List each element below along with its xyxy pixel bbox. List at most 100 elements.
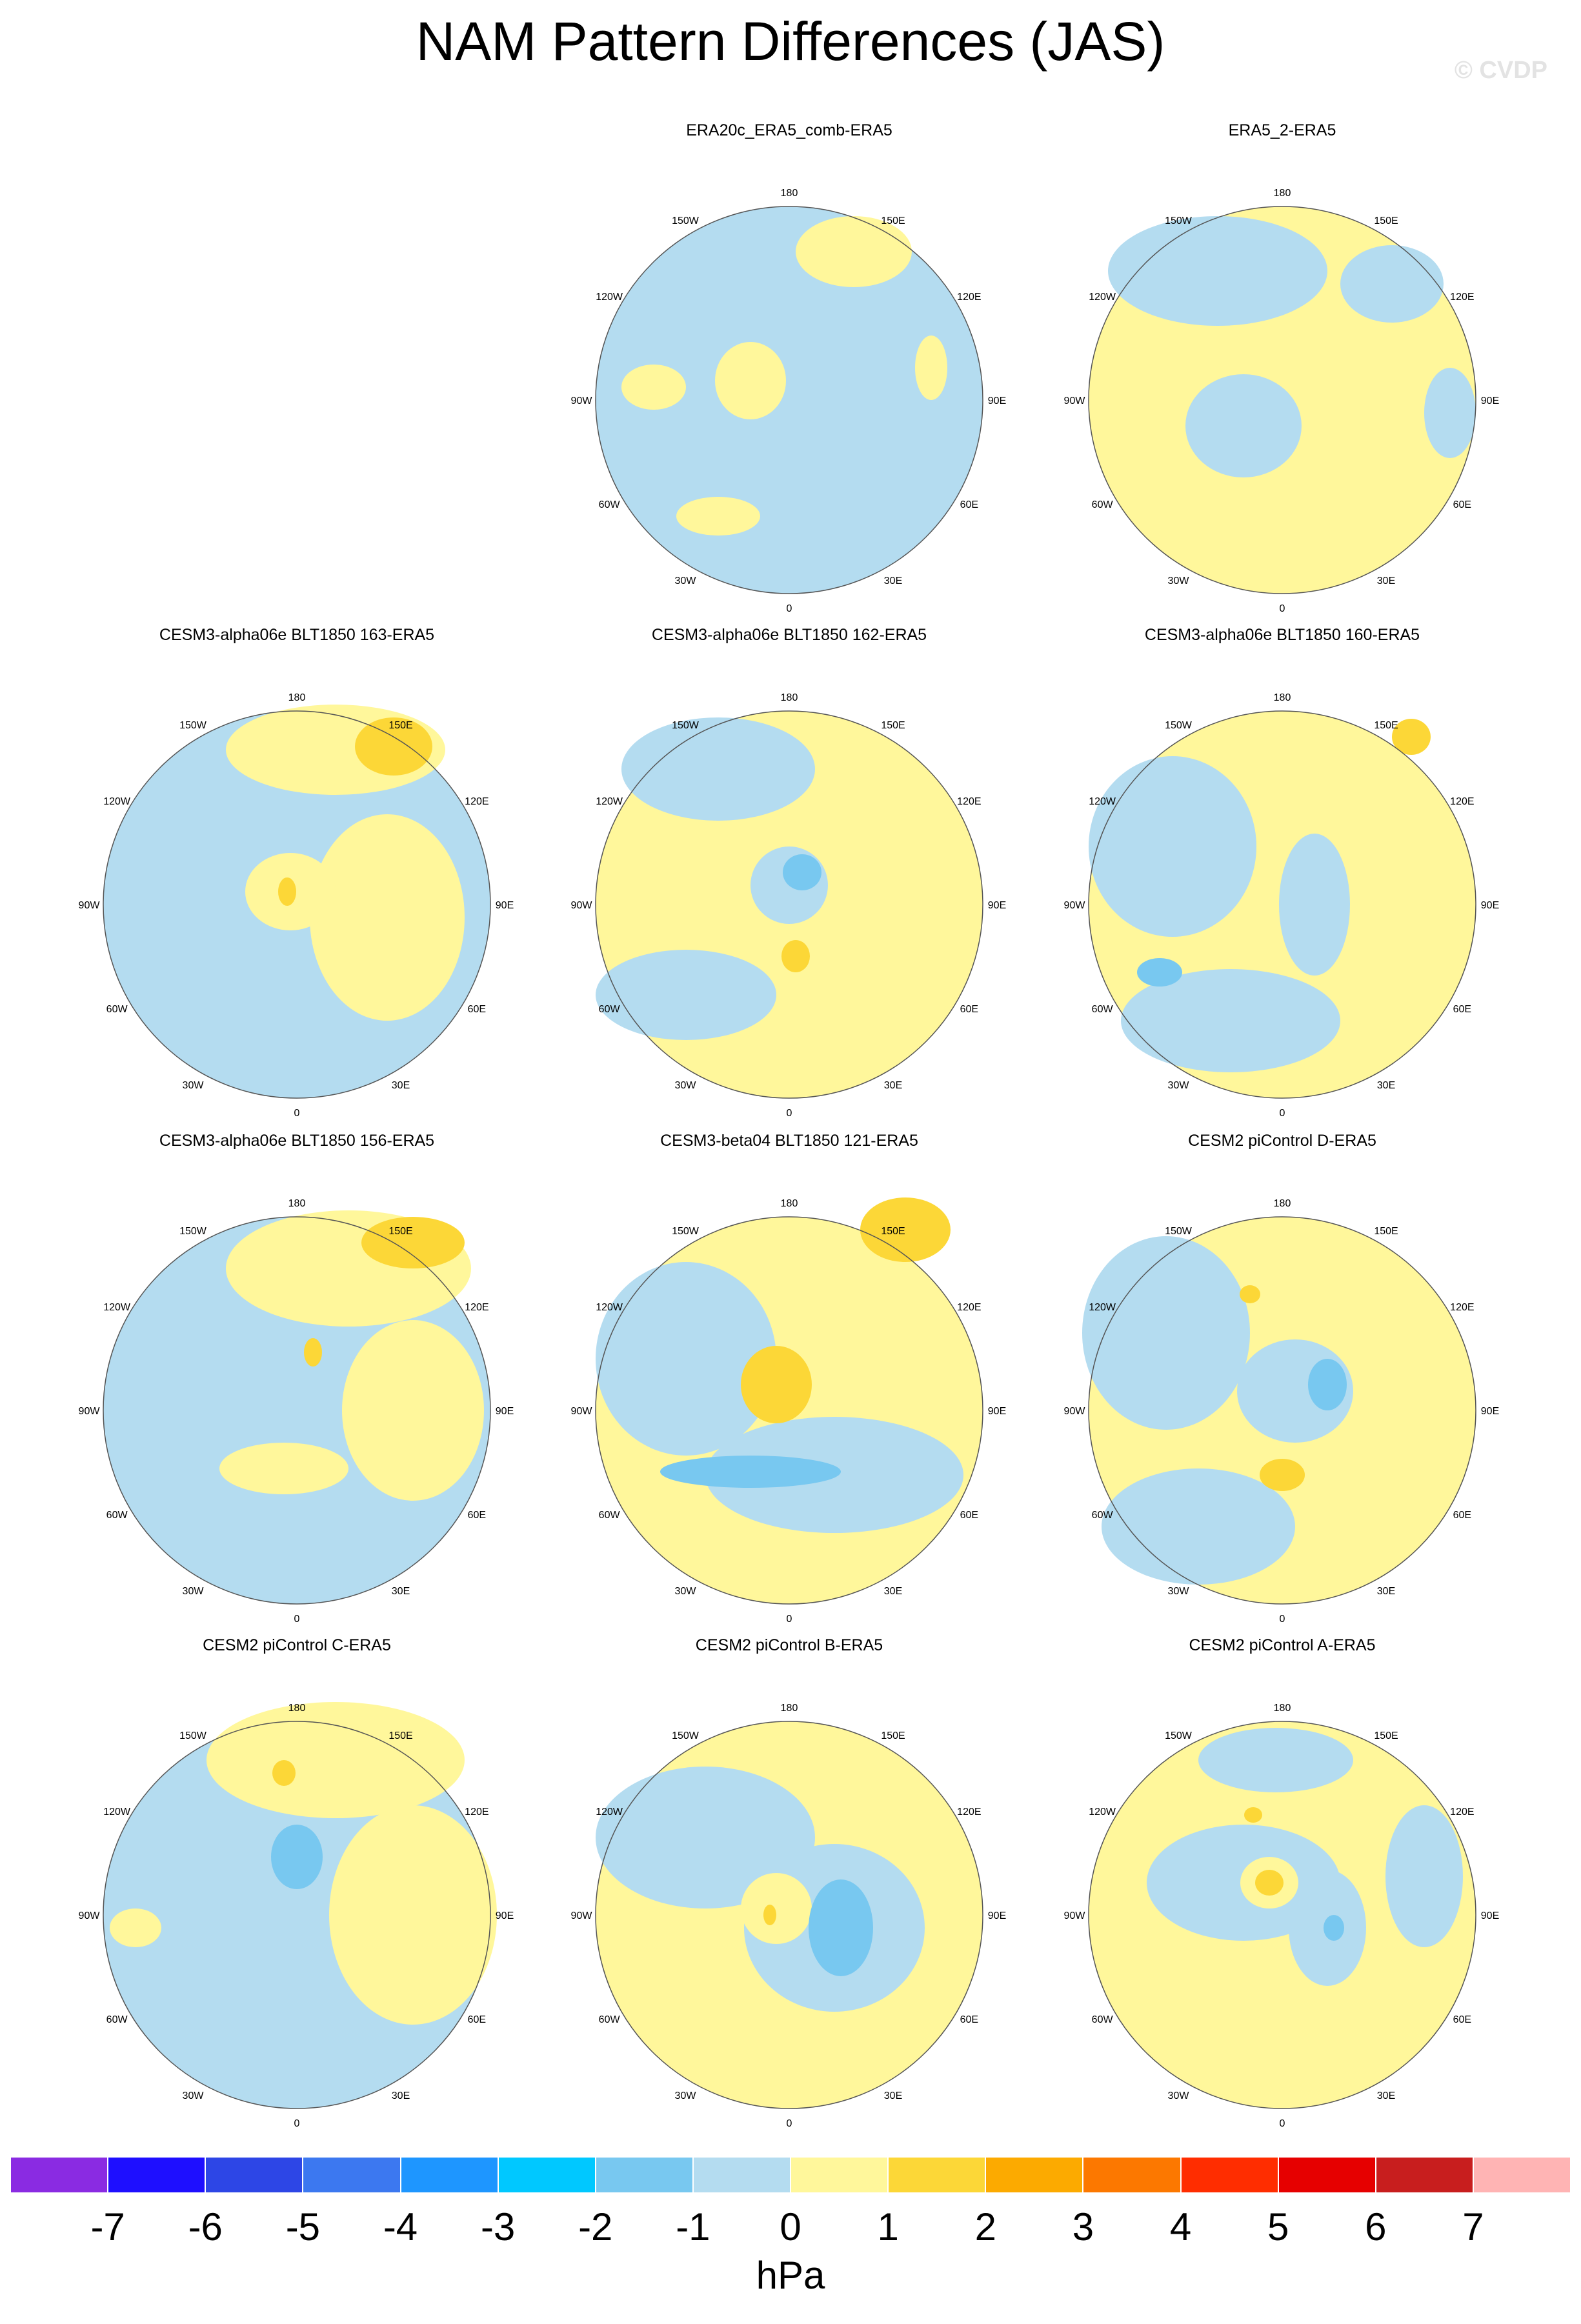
- longitude-label: 60E: [1453, 1510, 1471, 1521]
- strong-negative-anomaly: [1137, 958, 1182, 987]
- longitude-label: 120W: [596, 796, 623, 807]
- longitude-label: 60W: [106, 1510, 128, 1521]
- panel-title: CESM3-beta04 BLT1850 121-ERA5: [660, 1132, 918, 1150]
- longitude-label: 60E: [960, 1510, 978, 1521]
- longitude-label: 90W: [79, 900, 101, 911]
- longitude-label: 180: [781, 188, 798, 199]
- colorbar-swatch: [108, 2157, 206, 2193]
- strong-negative-anomaly: [271, 1825, 323, 1889]
- negative-anomaly-region: [621, 717, 815, 821]
- longitude-label: 0: [1280, 603, 1285, 614]
- strong-positive-anomaly: [1240, 1285, 1260, 1303]
- longitude-label: 0: [294, 1614, 300, 1625]
- polar-map: 180 150E 120E 90E 60E 30E 0 30W 60W 90W 120W 150W: [1064, 1703, 1500, 2129]
- colorbar-tick-label: 5: [1267, 2205, 1289, 2249]
- strong-positive-anomaly: [278, 877, 296, 906]
- polar-map: 180 150E 120E 90E 60E 30E 0 30W 60W 90W 120W 150W: [79, 692, 514, 1119]
- longitude-label: 30W: [675, 1586, 697, 1597]
- polar-map: 180 150E 120E 90E 60E 30E 0 30W 60W 90W 120W 150W: [1064, 692, 1500, 1119]
- longitude-label: 120E: [1450, 796, 1474, 807]
- longitude-label: 120E: [957, 1807, 981, 1818]
- colorbar-tick-label: 0: [780, 2205, 801, 2249]
- longitude-label: 30W: [183, 1586, 205, 1597]
- longitude-label: 30E: [1377, 1586, 1395, 1597]
- panel-title: CESM2 piControl B-ERA5: [695, 1636, 883, 1654]
- longitude-label: 120E: [465, 1807, 488, 1818]
- longitude-label: 90W: [1064, 1406, 1086, 1417]
- longitude-label: 60W: [1092, 2014, 1114, 2025]
- map-border: [1088, 206, 1476, 594]
- longitude-label: 0: [1280, 1614, 1285, 1625]
- longitude-label: 0: [787, 1108, 792, 1119]
- longitude-label: 90W: [1064, 1910, 1086, 1921]
- map-border: [1088, 1216, 1476, 1605]
- colorbar-swatch: [595, 2157, 693, 2193]
- longitude-label: 150W: [672, 215, 700, 226]
- longitude-label: 0: [787, 1614, 792, 1625]
- longitude-label: 90E: [988, 396, 1006, 406]
- map-panel-4: CESM3-alpha06e BLT1850 162-ERA5 180 150E 1…: [544, 626, 1034, 1150]
- longitude-label: 90W: [79, 1910, 101, 1921]
- longitude-label: 90E: [988, 1910, 1006, 1921]
- map-border: [103, 710, 491, 1099]
- longitude-label: 90W: [1064, 900, 1086, 911]
- colorbar-swatch: [1180, 2157, 1278, 2193]
- longitude-label: 150E: [881, 1226, 905, 1237]
- colorbar-swatch: [1083, 2157, 1181, 2193]
- longitude-label: 120W: [1089, 1807, 1116, 1818]
- longitude-label: 120W: [596, 1807, 623, 1818]
- longitude-label: 150E: [881, 720, 905, 731]
- longitude-label: 0: [1280, 2118, 1285, 2129]
- longitude-label: 60E: [960, 499, 978, 510]
- longitude-label: 60W: [599, 1510, 621, 1521]
- longitude-label: 90W: [1064, 396, 1086, 406]
- longitude-label: 60W: [1092, 1004, 1114, 1015]
- panel-title: CESM3-alpha06e BLT1850 156-ERA5: [159, 1132, 435, 1150]
- colorbar-swatch: [888, 2157, 986, 2193]
- longitude-label: 150W: [672, 1226, 700, 1237]
- longitude-label: 30W: [183, 1080, 205, 1091]
- longitude-label: 120W: [1089, 796, 1116, 807]
- longitude-label: 120E: [957, 1302, 981, 1313]
- polar-map: 180 150E 120E 90E 60E 30E 0 30W 60W 90W 120W 150W: [79, 1702, 514, 2129]
- map-border: [103, 1721, 491, 2109]
- longitude-label: 30E: [392, 1586, 410, 1597]
- longitude-label: 120W: [596, 292, 623, 303]
- positive-anomaly-region: [206, 1702, 465, 1818]
- longitude-label: 150W: [1165, 720, 1193, 731]
- panel-title: CESM3-alpha06e BLT1850 160-ERA5: [1144, 626, 1420, 644]
- panel-title: CESM3-alpha06e BLT1850 162-ERA5: [651, 626, 927, 644]
- positive-anomaly-region: [110, 1908, 161, 1947]
- longitude-label: 90E: [496, 1910, 514, 1921]
- colorbar-unit-label: hPa: [756, 2254, 825, 2297]
- longitude-label: 90W: [571, 396, 593, 406]
- cvdp-watermark: © CVDP: [1454, 57, 1547, 84]
- panel-title: CESM2 piControl C-ERA5: [203, 1636, 391, 1654]
- longitude-label: 120E: [1450, 292, 1474, 303]
- longitude-label: 90W: [571, 900, 593, 911]
- strong-negative-anomaly: [809, 1879, 873, 1976]
- longitude-label: 90W: [571, 1406, 593, 1417]
- colorbar-tick-label: -3: [480, 2205, 516, 2249]
- figure-title: NAM Pattern Differences (JAS): [416, 11, 1165, 72]
- map-panel-8: CESM2 piControl D-ERA5 180 150E 120E 90E 60E…: [1037, 1132, 1527, 1656]
- map-panel-1: ERA20c_ERA5_comb-ERA5 180 150E 120E 90E 60E 3…: [544, 121, 1034, 645]
- longitude-label: 150E: [881, 215, 905, 226]
- positive-anomaly-region: [310, 814, 465, 1021]
- map-border: [595, 206, 983, 594]
- map-border: [103, 1216, 491, 1605]
- negative-anomaly-region: [1089, 756, 1256, 937]
- longitude-label: 30E: [884, 1080, 902, 1091]
- longitude-label: 60E: [1453, 499, 1471, 510]
- longitude-label: 60E: [468, 1510, 486, 1521]
- longitude-label: 60E: [960, 1004, 978, 1015]
- strong-negative-anomaly: [1308, 1359, 1347, 1410]
- negative-anomaly-region: [1102, 1468, 1295, 1585]
- longitude-label: 90E: [1481, 396, 1499, 406]
- longitude-label: 120E: [957, 796, 981, 807]
- longitude-label: 120E: [957, 292, 981, 303]
- positive-anomaly-region: [915, 336, 947, 400]
- polar-map: 180 150E 120E 90E 60E 30E 0 30W 60W 90W 120W 150W: [571, 188, 1007, 614]
- strong-positive-anomaly: [304, 1338, 322, 1367]
- longitude-label: 150W: [672, 1730, 700, 1741]
